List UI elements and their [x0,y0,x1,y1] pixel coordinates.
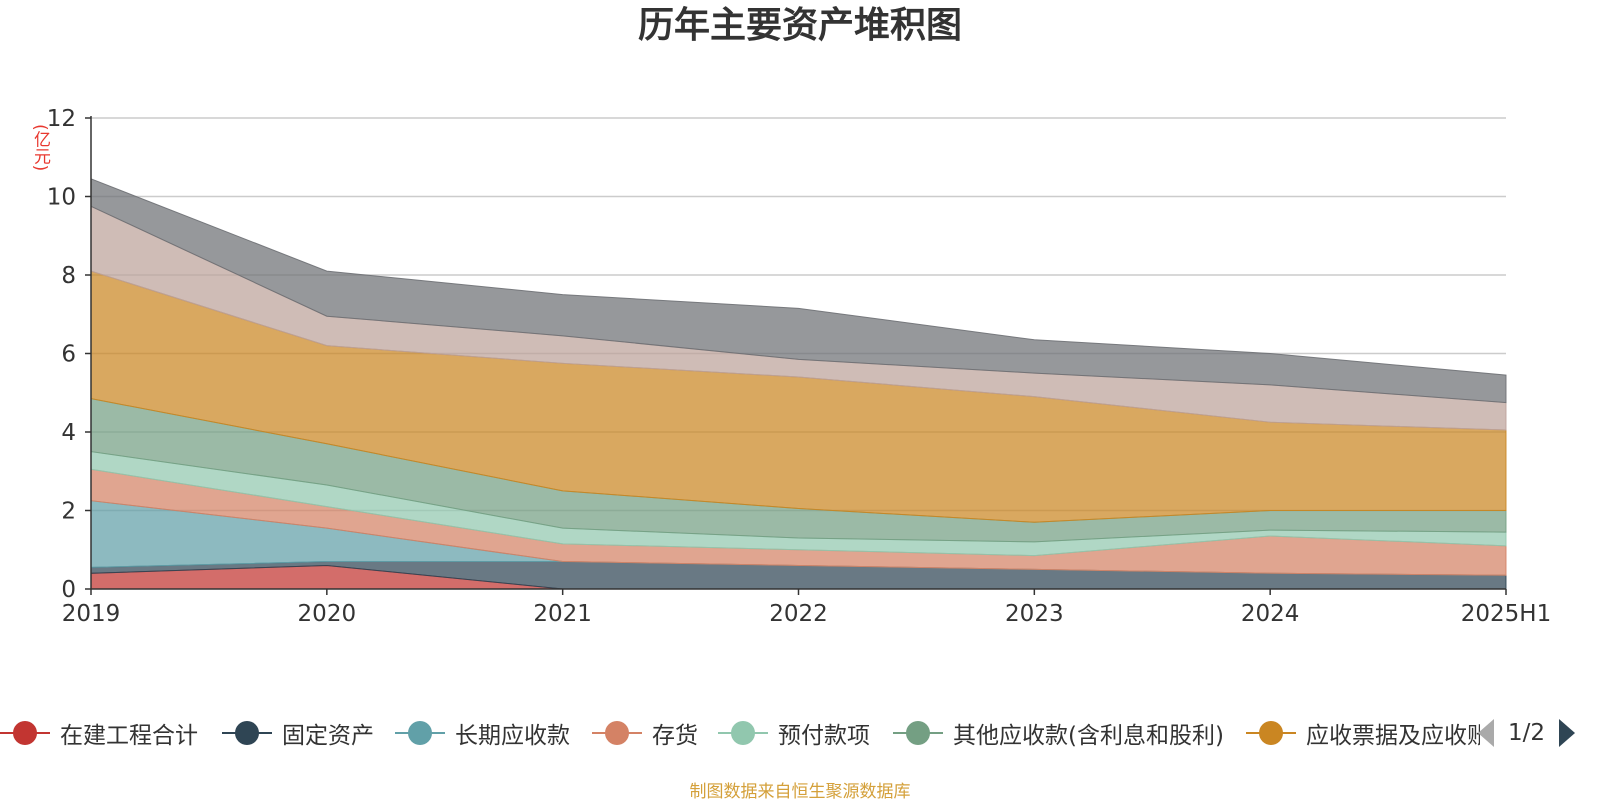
legend-label: 固定资产 [282,723,374,749]
legend-marker-icon [893,719,943,747]
legend-label: 存货 [652,723,698,749]
area-layer [90,178,1507,590]
x-tick-label: 2024 [1241,601,1300,627]
legend-item[interactable]: 其他应收款(含利息和股利) [893,715,1224,751]
legend-marker-icon [0,719,50,747]
data-source-note: 制图数据来自恒生聚源数据库 [689,782,911,802]
x-tick-label: 2020 [298,601,357,627]
y-tick-label: 6 [61,342,76,368]
y-tick-label: 2 [61,499,76,525]
legend-item[interactable]: 长期应收款 [395,715,570,751]
legend-label: 长期应收款 [455,723,570,749]
y-tick-label: 8 [61,263,76,289]
chart-title: 历年主要资产堆积图 [637,5,962,46]
x-tick-label: 2022 [769,601,828,627]
x-tick-label: 2019 [62,601,121,627]
axis-layer: 0 2 4 6 8 10 12 2019 2020 2021 2022 2023 2024 2025H1 [47,106,1552,627]
legend-marker-icon [718,719,768,747]
legend-label: 其他应收款(含利息和股利) [953,723,1224,749]
legend-item[interactable]: 存货 [592,715,698,751]
legend-item[interactable]: 固定资产 [222,715,374,751]
y-tick-label: 10 [47,185,76,211]
legend-pager: 1/2 [1478,713,1576,753]
legend-marker-icon [395,719,445,747]
legend-item[interactable]: 预付款项 [718,715,870,751]
x-tick-label: 2025H1 [1461,601,1551,627]
legend-marker-icon [222,719,272,747]
y-tick-label: 0 [61,577,76,603]
x-tick-label: 2021 [533,601,592,627]
y-axis-unit-label: (亿元) [30,124,50,172]
legend-label: 应收票据及应收账款 [1306,723,1480,749]
legend-label: 在建工程合计 [60,723,198,749]
legend-item[interactable]: 应收票据及应收账款 [1246,715,1480,751]
legend-prev-page-icon[interactable] [1478,719,1494,747]
legend-marker-icon [592,719,642,747]
legend-item[interactable]: 在建工程合计 [0,715,198,751]
legend: 在建工程合计 固定资产 长期应收款 存货 预付款项 其他应收款(含利息和股利) 应收票据及应… [0,715,1480,755]
legend-next-page-icon[interactable] [1559,719,1576,747]
legend-label: 预付款项 [778,723,870,749]
area-series-8 [90,178,1507,404]
legend-page-indicator: 1/2 [1508,720,1546,746]
legend-marker-icon [1246,719,1296,747]
y-tick-label: 4 [61,420,76,446]
x-tick-label: 2023 [1005,601,1064,627]
y-tick-label: 12 [47,106,76,132]
